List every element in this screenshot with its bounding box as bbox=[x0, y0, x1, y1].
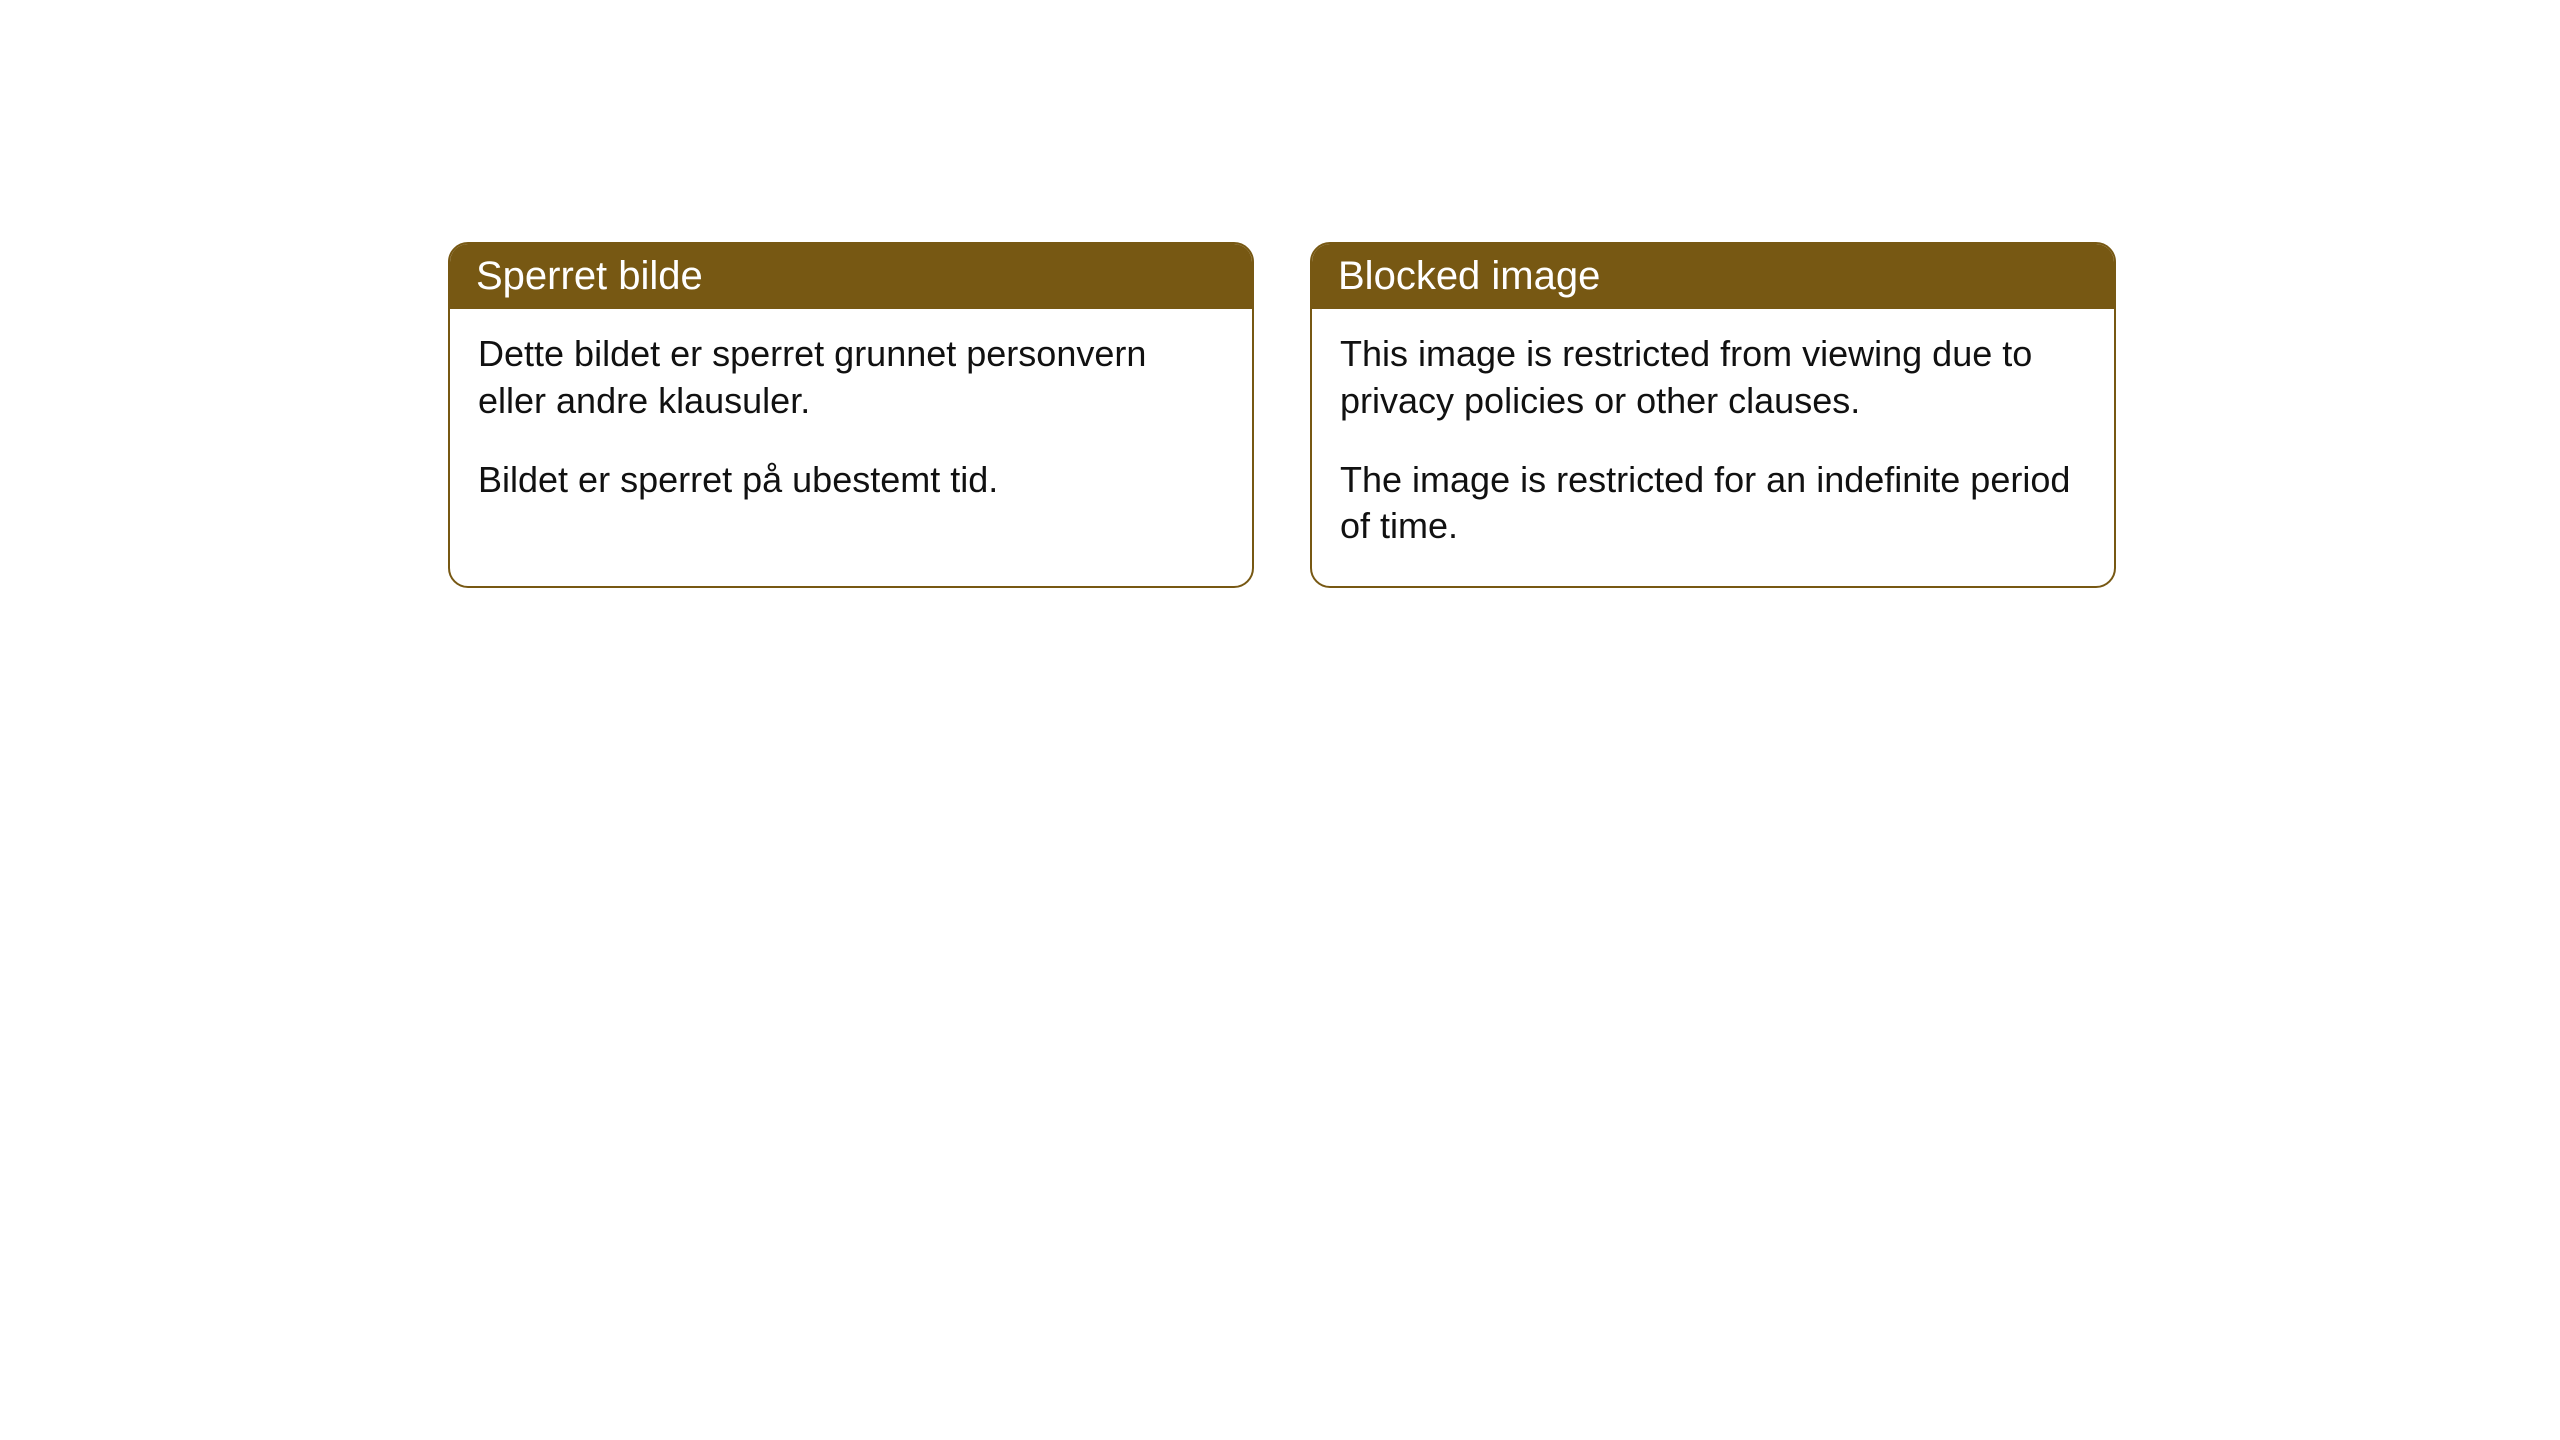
notice-title: Blocked image bbox=[1338, 254, 1600, 298]
notice-paragraph: Dette bildet er sperret grunnet personve… bbox=[478, 331, 1224, 425]
notice-title: Sperret bilde bbox=[476, 254, 703, 298]
notice-container: Sperret bilde Dette bildet er sperret gr… bbox=[0, 0, 2560, 588]
notice-paragraph: This image is restricted from viewing du… bbox=[1340, 331, 2086, 425]
notice-body: This image is restricted from viewing du… bbox=[1312, 309, 2114, 586]
notice-body: Dette bildet er sperret grunnet personve… bbox=[450, 309, 1252, 539]
notice-paragraph: Bildet er sperret på ubestemt tid. bbox=[478, 457, 1224, 504]
notice-card-norwegian: Sperret bilde Dette bildet er sperret gr… bbox=[448, 242, 1254, 588]
notice-header: Sperret bilde bbox=[450, 244, 1252, 309]
notice-paragraph: The image is restricted for an indefinit… bbox=[1340, 457, 2086, 551]
notice-card-english: Blocked image This image is restricted f… bbox=[1310, 242, 2116, 588]
notice-header: Blocked image bbox=[1312, 244, 2114, 309]
